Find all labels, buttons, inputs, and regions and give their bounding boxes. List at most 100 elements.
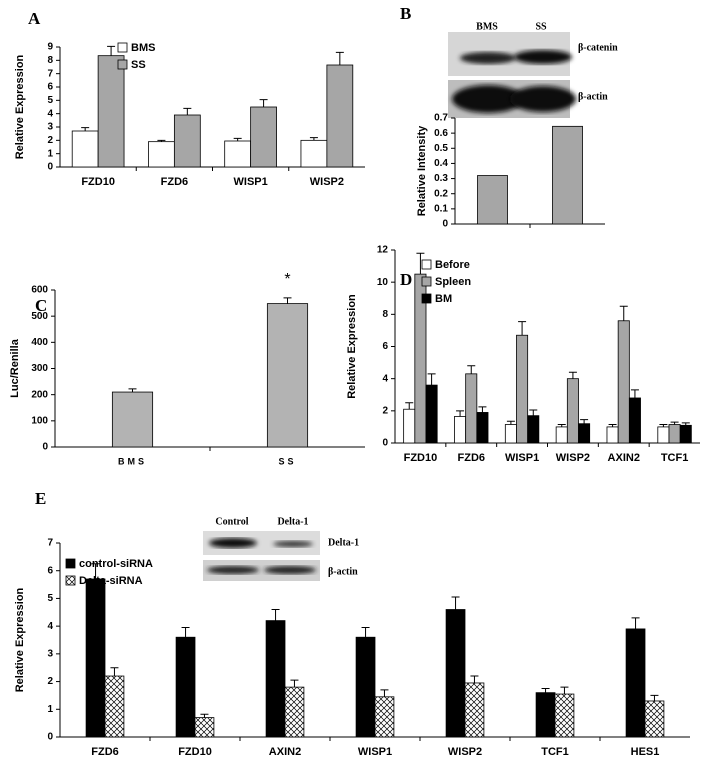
y-tick-label: 600 (31, 285, 48, 296)
lane-label: Delta-1 (277, 516, 308, 527)
x-tick-label: TCF1 (541, 746, 569, 758)
y-tick-label: 3 (47, 122, 53, 133)
bar (552, 125, 583, 225)
error-bar (181, 627, 190, 638)
y-tick-label: 6 (382, 341, 388, 352)
legend-swatch (421, 259, 432, 270)
error-bar (259, 99, 268, 107)
x-tick-label: FZD10 (81, 176, 115, 188)
x-tick-label: BMS (118, 456, 147, 466)
y-tick-label: 4 (382, 373, 388, 384)
bar (554, 693, 575, 738)
bar (300, 139, 328, 168)
y-tick-label: 8 (382, 309, 388, 320)
error-bar (157, 139, 166, 142)
bar (527, 415, 540, 444)
bar (425, 384, 438, 444)
legend-label: SS (131, 59, 146, 71)
y-tick-label: 0.1 (434, 203, 448, 214)
legend-label: Spleen (435, 276, 471, 288)
y-tick-label: 0.3 (434, 173, 448, 184)
y-tick-label: 2 (382, 405, 388, 416)
legend-swatch (65, 558, 76, 569)
y-tick-label: 7 (47, 538, 53, 549)
legend-swatch (421, 293, 432, 304)
bar (535, 692, 556, 738)
bar (566, 378, 579, 444)
lane-label: BMS (476, 21, 498, 32)
y-tick-label: 0.2 (434, 188, 448, 199)
bar (628, 397, 641, 444)
y-tick-label: 2 (47, 135, 53, 146)
bar (657, 426, 670, 444)
bar (668, 424, 681, 444)
band-label: β-actin (578, 91, 608, 102)
error-bar (529, 409, 538, 416)
bar (326, 64, 354, 168)
y-tick-label: 0 (442, 219, 448, 230)
bar (445, 609, 466, 738)
error-bar (233, 137, 242, 141)
x-tick-label: WISP1 (505, 452, 539, 464)
y-tick-label: 9 (47, 42, 53, 53)
legend-label: Before (435, 259, 470, 271)
bar (679, 424, 692, 444)
legend-swatch (65, 575, 76, 586)
error-bar (467, 365, 476, 374)
x-tick-label: AXIN2 (269, 746, 301, 758)
error-bar (128, 388, 137, 393)
panel-label: D (400, 270, 412, 289)
bar (374, 696, 395, 738)
y-tick-label: 3 (47, 648, 53, 659)
bar (606, 426, 619, 444)
y-tick-label: 6 (47, 565, 53, 576)
y-tick-label: 0 (382, 438, 388, 449)
panel-label: C (35, 296, 47, 315)
y-tick-label: 2 (47, 676, 53, 687)
legend-swatch (117, 59, 128, 70)
x-tick-label: FZD10 (404, 452, 438, 464)
bar (516, 334, 529, 444)
error-bar (309, 137, 318, 141)
error-bar (271, 609, 280, 621)
bar (148, 141, 175, 168)
error-bar (541, 688, 550, 693)
bar (265, 620, 286, 738)
y-tick-label: 6 (47, 82, 53, 93)
x-tick-label: WISP2 (310, 176, 344, 188)
annotation: * (284, 271, 290, 288)
x-tick-label: FZD6 (91, 746, 119, 758)
error-bar (290, 679, 299, 688)
x-tick-label: WISP2 (448, 746, 482, 758)
panel-label: E (35, 489, 46, 508)
bar (403, 408, 416, 444)
bar (284, 686, 305, 738)
bar (111, 391, 154, 448)
error-bar (631, 617, 640, 629)
legend-label: BMS (131, 42, 155, 54)
y-tick-label: 0 (47, 162, 53, 173)
error-bar (200, 713, 209, 718)
error-bar (81, 127, 90, 131)
error-bar (380, 689, 389, 697)
blot-image (448, 32, 576, 118)
error-bar (670, 421, 679, 425)
bar (476, 412, 489, 444)
error-bar (470, 675, 479, 683)
bar (194, 717, 215, 738)
bar (175, 636, 196, 738)
error-bar (283, 297, 292, 304)
y-tick-label: 200 (31, 389, 48, 400)
y-axis-label: Relative Expression (346, 294, 358, 399)
y-tick-label: 1 (47, 148, 53, 159)
legend-label: Delta-siRNA (79, 575, 143, 587)
error-bar (91, 563, 100, 580)
y-axis-label: Relative Intensity (416, 125, 428, 216)
error-bar (427, 373, 436, 386)
y-axis-label: Luc/Renilla (9, 338, 21, 398)
y-tick-label: 4 (47, 621, 53, 632)
bar (644, 700, 665, 738)
error-bar (630, 389, 639, 398)
error-bar (335, 51, 344, 65)
